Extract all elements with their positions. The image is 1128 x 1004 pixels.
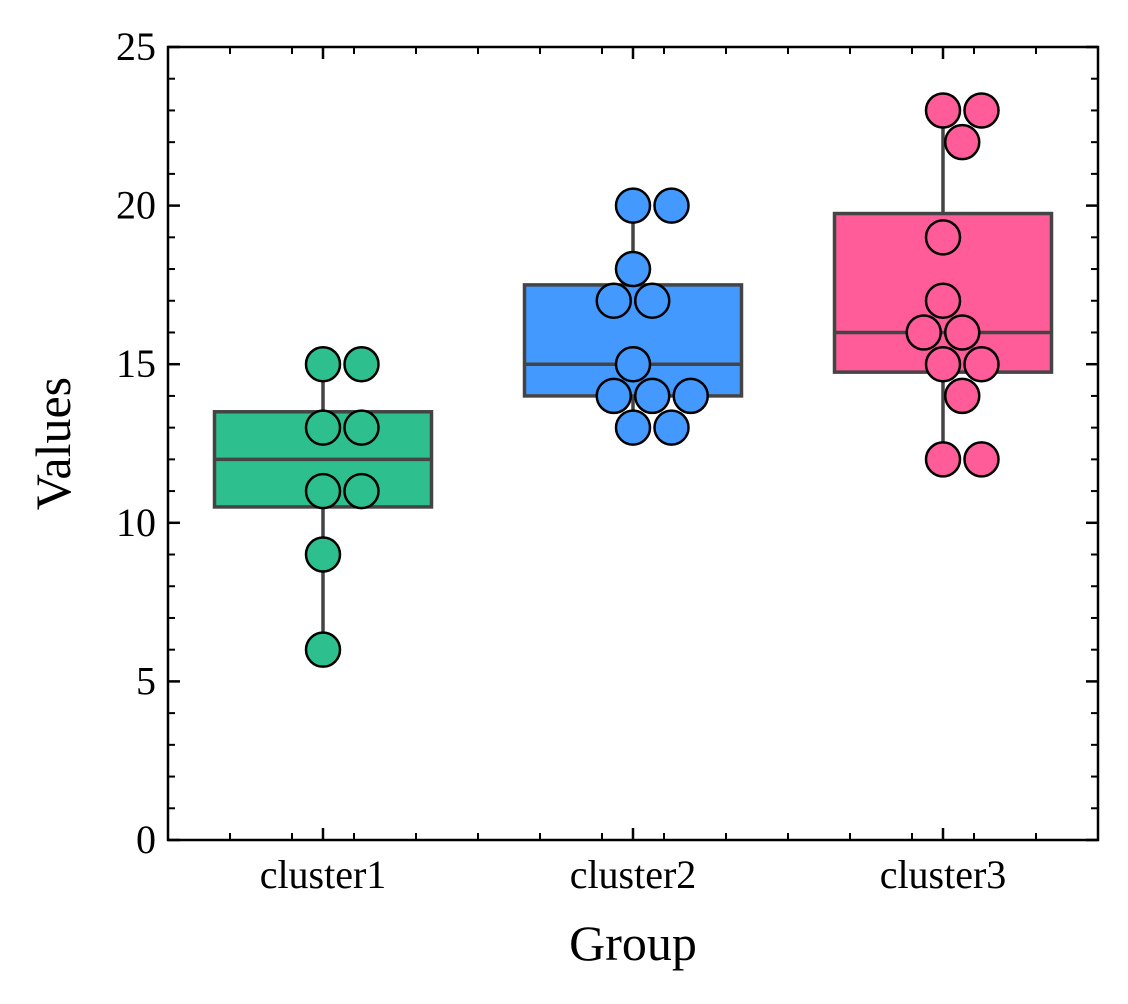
y-axis-label: Values [25,377,81,510]
data-point [963,345,1000,383]
data-point [304,345,342,383]
data-point [963,92,1000,129]
data-point [634,282,671,320]
y-tick-label: 0 [136,817,156,862]
data-point [944,314,981,351]
axis-ticks: 0 5 10 15 20 25 cluster1 cluster2 cluster3 [116,24,1098,897]
data-point [963,441,1000,478]
data-point [614,187,652,224]
data-point [924,441,962,478]
data-point [672,377,709,415]
data-point [614,345,652,383]
data-point [905,314,942,351]
data-point [634,377,671,415]
x-tick-label: cluster3 [880,852,1007,897]
data-point [653,409,690,446]
data-point [595,377,632,415]
data-point [343,345,380,383]
y-tick-label: 10 [116,500,156,545]
x-axis-label: Group [569,915,697,971]
x-tick-label: cluster1 [260,852,387,897]
y-tick-label: 20 [116,183,156,228]
data-point [343,472,380,510]
data-point [924,282,962,320]
data-point [924,92,962,129]
data-point [304,409,342,446]
data-point [944,123,981,161]
data-point [614,409,652,446]
data-point [304,472,342,510]
data-point [304,631,342,668]
data-point [343,409,380,446]
x-tick-label: cluster2 [570,852,697,897]
data-point [595,282,632,320]
data-point [304,536,342,573]
data-point [944,377,981,415]
data-point [614,250,652,288]
data-point [924,219,962,256]
data-point [653,187,690,224]
plot-area [212,92,1054,668]
y-tick-label: 15 [116,341,156,386]
y-tick-label: 5 [136,658,156,703]
data-point [924,345,962,383]
y-tick-label: 25 [116,24,156,69]
